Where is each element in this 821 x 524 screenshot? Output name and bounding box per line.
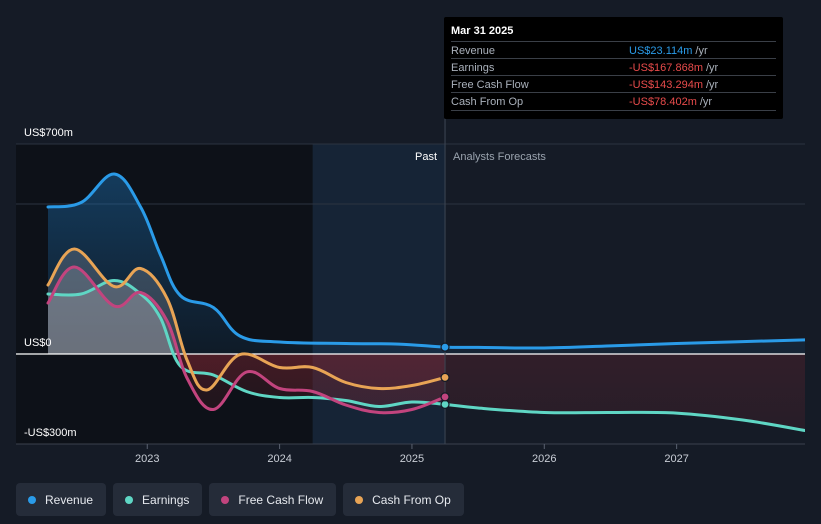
tooltip-row-cash-from-op: Cash From Op -US$78.402m/yr [451, 92, 776, 111]
tooltip-label: Free Cash Flow [451, 79, 529, 91]
legend-label: Revenue [45, 492, 94, 507]
legend-label: Earnings [142, 492, 190, 507]
series-line-earnings [46, 279, 805, 432]
series-line-cash-from-op [46, 247, 447, 392]
y-axis-label: US$700m [24, 127, 73, 139]
marker-earnings [440, 399, 450, 409]
tooltip-unit: /yr [706, 79, 719, 91]
tooltip-value: -US$143.294m/yr [629, 79, 718, 91]
legend-item-cash-from-op[interactable]: Cash From Op [343, 483, 464, 516]
tooltip-row-revenue: Revenue US$23.114m/yr [451, 41, 776, 59]
tooltip-value: -US$167.868m/yr [629, 62, 718, 74]
tooltip-date: Mar 31 2025 [451, 25, 514, 37]
tooltip-unit: /yr [695, 45, 708, 57]
series-line-revenue [46, 172, 805, 350]
legend-dot-icon [125, 495, 134, 504]
legend-item-earnings[interactable]: Earnings [113, 483, 203, 516]
marker-revenue [440, 342, 450, 352]
legend: Revenue Earnings Free Cash Flow Cash Fro… [16, 483, 464, 516]
x-tick-label: 2025 [400, 453, 424, 465]
area-positive-free-cash-flow [48, 266, 445, 354]
tooltip-value: US$23.114m/yr [629, 45, 708, 57]
tooltip-row-free-cash-flow: Free Cash Flow -US$143.294m/yr [451, 75, 776, 93]
legend-dot-icon [221, 495, 230, 504]
legend-dot-icon [355, 495, 364, 504]
area-positive-cash-from-op [48, 248, 445, 354]
x-tick-label: 2023 [135, 453, 159, 465]
tooltip-value-text: -US$167.868m [629, 62, 703, 74]
x-tick-label: 2024 [267, 453, 291, 465]
area-positive-earnings [48, 280, 805, 354]
marker-cash-from-op [440, 372, 450, 382]
legend-item-free-cash-flow[interactable]: Free Cash Flow [209, 483, 337, 516]
past-label: Past [415, 151, 437, 163]
legend-dot-icon [28, 495, 36, 504]
tooltip-row-earnings: Earnings -US$167.868m/yr [451, 58, 776, 76]
tooltip-value-text: -US$78.402m [629, 96, 697, 108]
area-positive-revenue [48, 173, 805, 354]
tooltip-label: Cash From Op [451, 96, 524, 108]
y-axis-label: -US$300m [24, 427, 77, 439]
chart-area: Past Analysts Forecasts US$700m US$0 -US$300… [16, 17, 805, 465]
x-tick-label: 2027 [664, 453, 688, 465]
tooltip-value-text: US$23.114m [629, 45, 693, 57]
tooltip-unit: /yr [699, 96, 713, 108]
y-axis-label: US$0 [24, 337, 52, 349]
x-tick-label: 2026 [532, 453, 556, 465]
legend-item-revenue[interactable]: Revenue [16, 483, 107, 516]
tooltip-label: Revenue [451, 45, 496, 57]
series-line-free-cash-flow [46, 265, 447, 415]
tooltip-unit: /yr [706, 62, 719, 74]
tooltip: Mar 31 2025 Revenue US$23.114m/yr Earnin… [444, 17, 783, 119]
tooltip-value: -US$78.402m/yr [629, 96, 712, 108]
legend-label: Cash From Op [372, 492, 451, 507]
tooltip-label: Earnings [451, 62, 495, 74]
marker-free-cash-flow [440, 392, 450, 402]
legend-label: Free Cash Flow [238, 492, 324, 507]
revenue-earnings-chart: Past Analysts Forecasts US$700m US$0 -US$300… [16, 97, 805, 465]
forecast-label: Analysts Forecasts [453, 151, 546, 163]
tooltip-value-text: -US$143.294m [629, 79, 703, 91]
